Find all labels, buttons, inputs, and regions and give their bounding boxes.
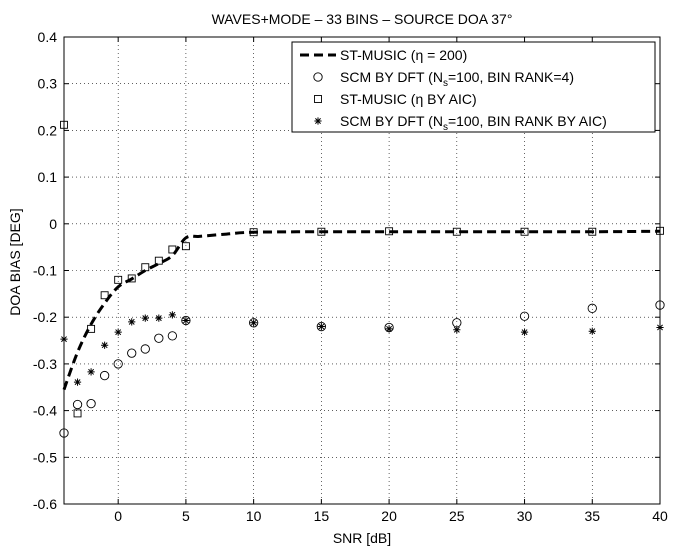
y-tick-label: -0.4 <box>33 403 57 419</box>
square-marker <box>87 324 96 333</box>
square-marker <box>73 409 82 418</box>
square-marker <box>168 245 177 254</box>
legend-label: SCM BY DFT (Ns=100, BIN RANK=4) <box>340 69 574 89</box>
legend-entry-2: SCM BY DFT (Ns=100, BIN RANK=4) <box>313 69 574 89</box>
star-marker <box>520 328 529 336</box>
circle-marker <box>154 333 164 343</box>
series-layer <box>59 120 665 438</box>
series-4 <box>60 311 664 386</box>
y-tick-label: -0.6 <box>33 496 57 512</box>
square-marker <box>656 226 664 235</box>
square-marker <box>249 228 258 237</box>
x-tick-label: 5 <box>182 508 190 524</box>
circle-marker <box>587 303 597 313</box>
y-tick-label: 0.1 <box>38 169 58 185</box>
star-marker <box>128 318 136 326</box>
y-tick-label: 0.2 <box>38 122 58 138</box>
legend-label: ST-MUSIC (η BY AIC) <box>340 91 477 107</box>
y-tick-label: -0.2 <box>33 309 57 325</box>
star-marker <box>314 117 322 125</box>
star-marker <box>87 368 95 376</box>
star-marker <box>73 378 82 386</box>
square-marker <box>181 242 190 251</box>
circle-marker <box>140 344 150 354</box>
square-marker <box>141 263 150 272</box>
x-tick-label: 30 <box>517 508 533 524</box>
circle-marker <box>655 300 665 310</box>
y-tick-label: -0.1 <box>33 263 57 279</box>
star-marker <box>168 311 176 319</box>
square-marker <box>317 227 326 236</box>
x-tick-label: 35 <box>584 508 600 524</box>
legend-entry-3: ST-MUSIC (η BY AIC) <box>314 91 477 107</box>
circle-marker <box>248 318 259 328</box>
legend-box <box>291 41 656 133</box>
star-marker <box>588 327 596 335</box>
st-music-line <box>62 229 661 391</box>
star-marker <box>141 314 149 322</box>
square-marker <box>520 227 529 236</box>
circle-marker <box>519 311 530 321</box>
legend-entry-1: ST-MUSIC (η = 200) <box>300 47 467 63</box>
square-marker <box>385 227 394 236</box>
star-marker <box>656 323 664 332</box>
star-marker <box>182 316 190 325</box>
x-tick-label: 0 <box>114 508 122 524</box>
circle-marker <box>167 331 178 341</box>
x-axis-title: SNR [dB] <box>333 530 391 546</box>
square-marker <box>154 256 163 265</box>
legend-entry-4: SCM BY DFT (Ns=100, BIN RANK BY AIC) <box>314 113 607 133</box>
y-tick-label: -0.5 <box>33 449 57 465</box>
x-tick-label: 20 <box>381 508 397 524</box>
circle-marker <box>181 315 191 326</box>
legend: ST-MUSIC (η = 200) SCM BY DFT (Ns=100, BI… <box>291 41 656 133</box>
circle-marker <box>113 359 123 369</box>
y-tick-label: -0.3 <box>33 356 57 372</box>
y-tick-label: 0.4 <box>38 29 58 45</box>
x-tick-label: 25 <box>449 508 465 524</box>
square-marker <box>314 95 322 103</box>
chart-title: WAVES+MODE – 33 BINS – SOURCE DOA 37° <box>212 11 513 27</box>
star-marker <box>250 319 258 327</box>
y-tick-label: 0 <box>49 216 57 232</box>
series-1 <box>62 229 661 391</box>
axis-ticks: 0 5 10 15 20 25 30 35 40 -0.6 -0.5 -0.4 -0.3 -0.2 -0.1… <box>33 29 668 524</box>
square-marker <box>114 275 123 284</box>
square-marker <box>588 227 597 236</box>
star-marker <box>60 335 68 343</box>
circle-marker <box>127 348 137 358</box>
legend-label: SCM BY DFT (Ns=100, BIN RANK BY AIC) <box>340 113 607 133</box>
y-axis-title: DOA BIAS [DEG] <box>7 208 23 315</box>
star-marker <box>453 326 461 334</box>
circle-marker <box>59 428 69 438</box>
square-marker <box>452 227 461 236</box>
star-marker <box>155 314 163 322</box>
series-3 <box>60 120 664 418</box>
circle-marker <box>316 321 327 332</box>
x-tick-label: 15 <box>314 508 330 524</box>
star-marker <box>114 328 122 336</box>
star-marker <box>317 322 325 331</box>
x-tick-label: 40 <box>652 508 668 524</box>
square-marker <box>100 291 109 300</box>
square-marker <box>60 120 68 129</box>
circle-marker <box>99 370 110 381</box>
star-marker <box>385 325 393 333</box>
square-marker <box>127 274 136 283</box>
x-tick-label: 10 <box>246 508 262 524</box>
y-tick-label: 0.3 <box>38 76 58 92</box>
circle-marker <box>72 399 83 410</box>
circle-marker <box>313 72 323 82</box>
circle-marker <box>86 398 96 409</box>
legend-label: ST-MUSIC (η = 200) <box>340 47 467 63</box>
series-2 <box>59 300 665 438</box>
star-marker <box>101 341 109 349</box>
